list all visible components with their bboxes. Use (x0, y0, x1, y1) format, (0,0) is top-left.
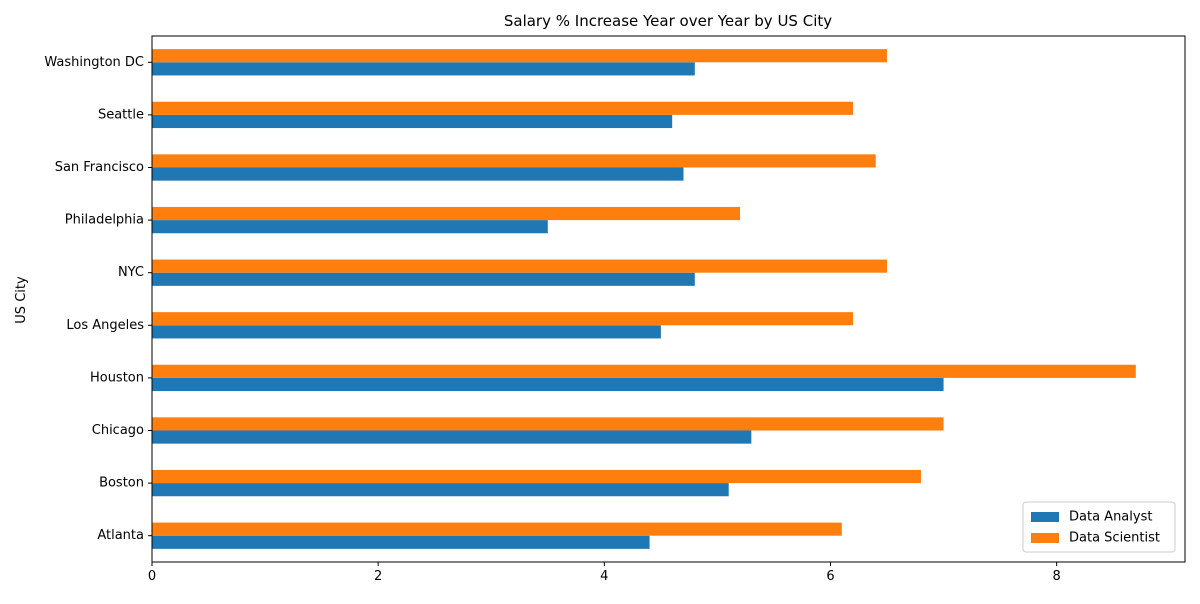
legend-label-data-analyst: Data Analyst (1069, 510, 1152, 525)
bar-data-scientist-los-angeles (152, 312, 854, 326)
bar-data-scientist-boston (152, 469, 921, 484)
x-tick-label: 2 (374, 569, 382, 584)
bar-data-scientist-washington-dc (152, 49, 888, 63)
legend-swatch-data-scientist (1031, 533, 1059, 543)
x-tick-label: 6 (826, 569, 834, 584)
y-axis-label: US City (14, 276, 29, 324)
bar-data-analyst-philadelphia (152, 220, 548, 234)
bar-data-scientist-chicago (152, 417, 944, 431)
y-tick-label: Philadelphia (65, 213, 144, 228)
y-tick-label: Washington DC (44, 55, 144, 70)
bar-data-analyst-houston (152, 377, 944, 392)
y-tick-label: Chicago (92, 423, 144, 438)
legend-box (1022, 501, 1176, 553)
legend: Data Analyst Data Scientist (1022, 501, 1176, 553)
bar-data-analyst-chicago (152, 430, 752, 444)
x-tick-label: 4 (600, 569, 608, 584)
bar-data-scientist-seattle (152, 101, 854, 115)
x-tick-label: 8 (1053, 569, 1061, 584)
y-tick-label: NYC (118, 265, 144, 280)
plot-frame (151, 35, 1186, 563)
y-tick-label: San Francisco (55, 160, 144, 175)
x-tick-label: 0 (148, 569, 156, 584)
y-tick-label: Boston (99, 476, 144, 491)
y-tick-label: Los Angeles (66, 318, 144, 333)
y-tick-label: Houston (90, 370, 144, 385)
bar-data-analyst-seattle (152, 114, 673, 129)
bar-data-analyst-san-francisco (152, 167, 684, 181)
y-tick-label: Seattle (98, 107, 144, 122)
legend-swatch-data-analyst (1031, 512, 1059, 522)
y-tick-label: Atlanta (97, 528, 144, 543)
bar-data-scientist-san-francisco (152, 154, 876, 168)
bar-data-analyst-nyc (152, 272, 695, 286)
legend-label-data-scientist: Data Scientist (1069, 531, 1160, 546)
bar-data-scientist-houston (152, 364, 1136, 378)
bar-data-scientist-nyc (152, 259, 888, 273)
bar-data-analyst-boston (152, 483, 729, 497)
bar-data-scientist-atlanta (152, 522, 842, 536)
bars-layer (152, 49, 1136, 549)
bar-data-analyst-washington-dc (152, 62, 695, 76)
bar-data-scientist-philadelphia (152, 206, 741, 221)
chart-title: Salary % Increase Year over Year by US C… (504, 12, 832, 30)
bar-data-analyst-atlanta (152, 535, 650, 549)
bar-data-analyst-los-angeles (152, 325, 661, 339)
axes-layer: Atlanta Boston Chicago Houston Los Angeles NY… (44, 35, 1186, 584)
